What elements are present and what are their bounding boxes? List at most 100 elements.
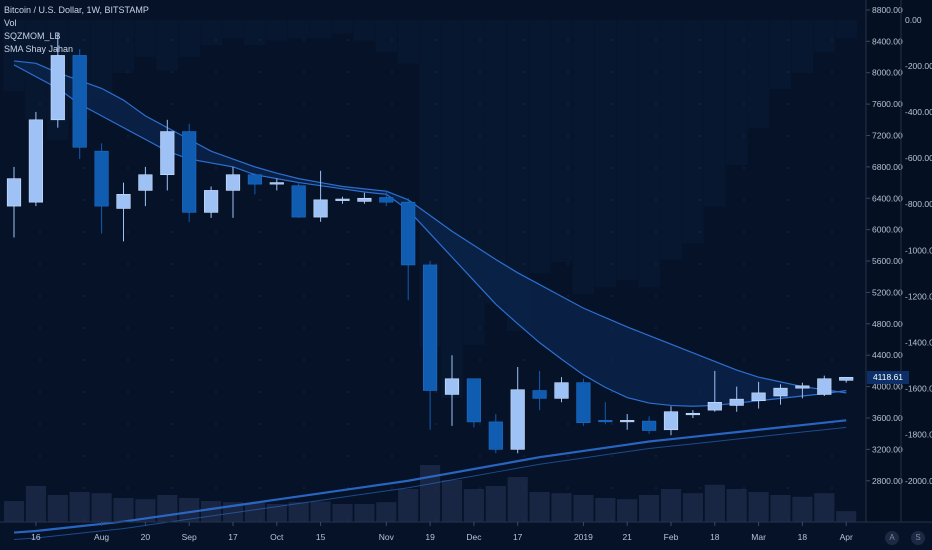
grid-dot — [347, 359, 349, 361]
grid-dot — [787, 423, 789, 425]
grid-dot — [215, 263, 217, 265]
grid-dot — [611, 487, 613, 489]
grid-dot — [171, 231, 173, 233]
volume-bar — [201, 501, 222, 522]
grid-dot — [39, 39, 41, 41]
grid-dot — [699, 519, 701, 521]
grid-dot — [655, 199, 657, 201]
grid-dot — [127, 455, 129, 457]
price-tick-label: 3200.00 — [872, 444, 903, 454]
price-axis-panel — [866, 0, 932, 522]
legend-sma[interactable]: SMA Shay Jahan — [4, 44, 74, 54]
grid-dot — [171, 71, 173, 73]
candle-body — [182, 131, 197, 213]
grid-dot — [699, 455, 701, 457]
grid-dot — [391, 231, 393, 233]
grid-dot — [215, 455, 217, 457]
grid-dot — [435, 71, 437, 73]
oscillator-tick-label: -200.00 — [905, 61, 932, 71]
grid-dot — [303, 135, 305, 137]
candle-body — [729, 398, 744, 406]
grid-dot — [567, 71, 569, 73]
grid-dot — [391, 263, 393, 265]
grid-dot — [831, 231, 833, 233]
grid-dot — [655, 135, 657, 137]
sqz-momentum-bar — [112, 19, 135, 73]
grid-dot — [83, 263, 85, 265]
legend-volume[interactable]: Vol — [4, 18, 17, 28]
candle-body — [532, 390, 547, 399]
oscillator-tick-label: 0.00 — [905, 15, 922, 25]
grid-dot — [743, 167, 745, 169]
grid-dot — [743, 199, 745, 201]
price-tick-label: 5200.00 — [872, 287, 903, 297]
candle-body — [335, 198, 350, 201]
volume-bar — [660, 489, 682, 522]
grid-dot — [831, 295, 833, 297]
candle-body — [72, 55, 87, 148]
auto-scale-button[interactable]: A — [885, 531, 899, 545]
grid-dot — [259, 199, 261, 201]
grid-dot — [303, 327, 305, 329]
grid-dot — [303, 39, 305, 41]
grid-dot — [127, 167, 129, 169]
time-tick-label: Oct — [270, 532, 284, 542]
candle-body — [50, 55, 65, 121]
grid-dot — [523, 231, 525, 233]
grid-dot — [743, 103, 745, 105]
grid-dot — [611, 103, 613, 105]
grid-dot — [391, 487, 393, 489]
volume-bar — [266, 504, 287, 522]
grid-dot — [699, 103, 701, 105]
sqz-momentum-bar — [266, 19, 288, 41]
grid-dot — [523, 199, 525, 201]
oscillator-tick-label: -600.00 — [905, 153, 932, 163]
grid-dot — [347, 231, 349, 233]
grid-dot — [83, 295, 85, 297]
grid-dot — [215, 71, 217, 73]
grid-dot — [215, 135, 217, 137]
grid-dot — [171, 391, 173, 393]
sqz-momentum-bar — [616, 19, 638, 281]
grid-dot — [655, 455, 657, 457]
grid-dot — [171, 199, 173, 201]
scale-settings-button[interactable]: S — [911, 531, 925, 545]
price-tick-label: 6000.00 — [872, 225, 903, 235]
grid-dot — [523, 487, 525, 489]
sqz-momentum-bar — [90, 19, 113, 99]
price-tick-label: 2800.00 — [872, 476, 903, 486]
grid-dot — [83, 231, 85, 233]
grid-dot — [39, 327, 41, 329]
legend-symbol[interactable]: Bitcoin / U.S. Dollar, 1W, BITSTAMP — [4, 5, 149, 15]
volume-bar — [47, 495, 68, 522]
grid-dot — [171, 359, 173, 361]
grid-dot — [567, 455, 569, 457]
price-tick-label: 4400.00 — [872, 350, 903, 360]
grid-dot — [743, 39, 745, 41]
candle-body — [6, 178, 22, 207]
grid-dot — [479, 135, 481, 137]
candle-body — [685, 412, 700, 416]
grid-dot — [787, 487, 789, 489]
grid-dot — [611, 295, 613, 297]
sqz-momentum-bar — [813, 19, 836, 53]
grid-dot — [391, 327, 393, 329]
grid-dot — [303, 519, 305, 521]
sqz-momentum-bar — [331, 19, 354, 34]
grid-dot — [831, 167, 833, 169]
legend-sqzmom[interactable]: SQZMOM_LB — [4, 31, 61, 41]
time-tick-label: Sep — [182, 532, 197, 542]
sqz-momentum-bar — [353, 19, 376, 41]
grid-dot — [655, 487, 657, 489]
grid-dot — [523, 455, 525, 457]
grid-dot — [743, 423, 745, 425]
grid-dot — [567, 167, 569, 169]
volume-bar — [113, 498, 134, 522]
time-tick-label: 15 — [316, 532, 326, 542]
grid-dot — [435, 135, 437, 137]
grid-dot — [39, 359, 41, 361]
grid-dot — [699, 71, 701, 73]
grid-dot — [127, 487, 129, 489]
